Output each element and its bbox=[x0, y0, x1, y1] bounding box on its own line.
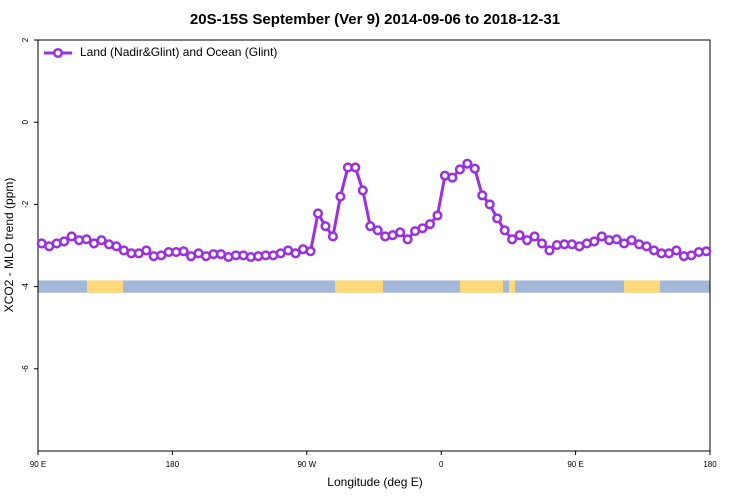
data-point bbox=[536, 238, 548, 249]
plot-frame bbox=[37, 39, 711, 452]
data-point bbox=[432, 210, 443, 221]
data-point bbox=[327, 231, 338, 242]
data-point bbox=[454, 164, 465, 175]
y-tick-label: 2 bbox=[21, 37, 30, 42]
data-point bbox=[372, 225, 383, 236]
x-tick-label: 90 E bbox=[30, 460, 46, 469]
data-point bbox=[178, 246, 189, 257]
data-point bbox=[596, 231, 607, 242]
data-point bbox=[335, 191, 346, 202]
y-tick-label: 0 bbox=[21, 119, 30, 124]
data-point bbox=[477, 190, 488, 201]
data-point bbox=[611, 234, 622, 245]
data-point bbox=[365, 221, 376, 232]
data-point bbox=[499, 225, 510, 236]
y-tick-label: -4 bbox=[21, 282, 30, 290]
data-point bbox=[66, 231, 77, 242]
data-point bbox=[395, 227, 406, 238]
y-tick-label: -2 bbox=[21, 200, 30, 208]
data-point bbox=[59, 236, 70, 247]
data-point bbox=[350, 162, 361, 173]
legend-marker bbox=[52, 47, 64, 59]
y-tick-label: -6 bbox=[21, 365, 30, 373]
y-axis-label: XCO2 - MLO trend (ppm) bbox=[2, 178, 16, 313]
x-axis-label: Longitude (deg E) bbox=[327, 475, 422, 489]
land-segment bbox=[623, 280, 660, 293]
data-point bbox=[111, 241, 122, 252]
data-point bbox=[671, 245, 682, 256]
data-point bbox=[701, 246, 712, 257]
data-point bbox=[507, 234, 518, 245]
data-point bbox=[641, 241, 652, 252]
x-tick-label: 90 E bbox=[567, 460, 583, 469]
x-tick-label: 180 bbox=[703, 460, 717, 469]
legend-label: Land (Nadir&Glint) and Ocean (Glint) bbox=[80, 45, 277, 59]
data-point bbox=[96, 235, 107, 246]
data-point bbox=[544, 245, 555, 256]
data-point bbox=[462, 158, 473, 169]
x-tick-label: 0 bbox=[439, 460, 444, 469]
data-point bbox=[417, 223, 428, 234]
land-segment bbox=[335, 280, 383, 293]
data-point bbox=[357, 185, 368, 196]
land-segment bbox=[460, 280, 504, 293]
data-point bbox=[290, 248, 301, 259]
x-tick-label: 90 W bbox=[297, 460, 316, 469]
chart-title: 20S-15S September (Ver 9) 2014-09-06 to … bbox=[190, 11, 560, 28]
data-point bbox=[312, 208, 324, 219]
data-point bbox=[589, 236, 600, 247]
x-tick-label: 180 bbox=[166, 460, 180, 469]
data-point bbox=[447, 172, 458, 183]
data-point bbox=[522, 235, 533, 246]
data-point bbox=[529, 231, 540, 242]
land-segment bbox=[86, 280, 123, 293]
data-point bbox=[514, 230, 525, 241]
data-point bbox=[141, 245, 152, 256]
data-point bbox=[305, 246, 316, 257]
data-point bbox=[81, 234, 92, 245]
data-point bbox=[402, 234, 413, 245]
data-point bbox=[424, 219, 436, 230]
data-point bbox=[626, 235, 637, 246]
data-point bbox=[469, 163, 480, 174]
data-point bbox=[484, 199, 495, 210]
data-point bbox=[492, 213, 503, 224]
land-segment bbox=[508, 280, 515, 293]
data-point bbox=[320, 221, 331, 232]
